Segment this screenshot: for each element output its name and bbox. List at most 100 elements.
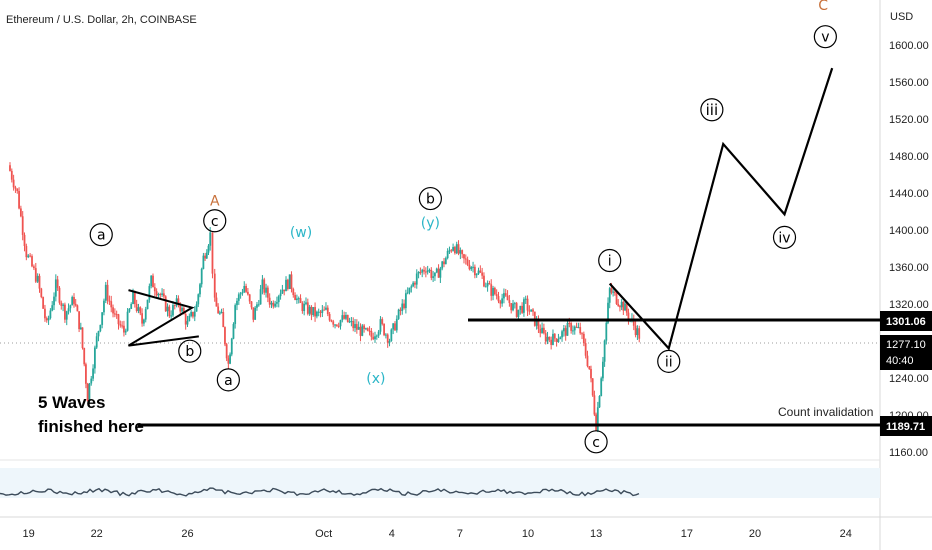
candle-body	[12, 179, 15, 188]
candle-body	[361, 325, 364, 336]
candle-body	[56, 279, 59, 288]
candle-body	[121, 325, 124, 327]
candle-body	[281, 289, 284, 294]
candle-body	[481, 272, 484, 276]
candle-body	[103, 300, 105, 313]
candle-body	[341, 315, 344, 321]
candle-body	[137, 307, 140, 311]
candle-body	[345, 314, 347, 319]
candle-body	[388, 341, 391, 343]
candle-body	[497, 296, 500, 302]
candle-body	[211, 232, 214, 274]
candle-body	[412, 282, 415, 287]
candle-body	[439, 268, 442, 278]
price-tick-label: 1400.00	[889, 225, 929, 237]
candle-body	[404, 293, 407, 309]
candle-body	[197, 294, 200, 305]
candle-body	[254, 307, 257, 320]
wave-label-w: (w)	[290, 225, 312, 241]
candles-group	[9, 162, 641, 433]
candle-body	[65, 311, 68, 320]
candle-body	[325, 307, 327, 310]
time-tick-label: 17	[681, 528, 693, 540]
candle-body	[383, 323, 385, 336]
candle-body	[241, 292, 244, 294]
candle-body	[634, 325, 637, 336]
candle-body	[479, 270, 482, 273]
candle-body	[359, 326, 362, 336]
candle-body	[117, 314, 120, 325]
wave-label-y: (y)	[421, 216, 440, 232]
candle-body	[448, 250, 451, 252]
wave-label-x: (x)	[366, 371, 385, 387]
candle-body	[266, 287, 269, 298]
candle-body	[542, 327, 545, 334]
candle-body	[76, 305, 79, 312]
candle-body	[377, 331, 380, 336]
candle-body	[101, 312, 104, 325]
wave-label-big-A: A	[210, 193, 220, 209]
candle-body	[257, 304, 260, 306]
candle-body	[292, 289, 295, 296]
candle-body	[95, 336, 98, 348]
candle-body	[23, 234, 26, 247]
time-tick-label: 7	[457, 528, 463, 540]
candle-body	[232, 324, 235, 339]
wave-label-i: i	[598, 248, 622, 273]
candle-body	[581, 333, 583, 335]
candle-body	[564, 328, 567, 336]
candle-body	[593, 395, 596, 415]
time-tick-label: 24	[840, 528, 852, 540]
candle-body	[97, 331, 100, 337]
candle-body	[622, 301, 625, 311]
candle-body	[372, 336, 375, 340]
wave-label-big-C: C	[818, 0, 828, 14]
candle-body	[526, 298, 529, 311]
wave-label-b1: b	[178, 339, 202, 363]
candle-body	[332, 321, 335, 325]
candle-body	[613, 291, 616, 293]
candle-body	[572, 330, 574, 332]
candle-body	[71, 297, 74, 306]
candle-body	[104, 284, 107, 301]
candle-body	[330, 320, 333, 322]
candle-body	[229, 354, 231, 364]
candle-body	[414, 282, 416, 285]
candle-body	[290, 274, 293, 290]
candle-body	[81, 327, 84, 349]
candle-body	[220, 312, 223, 314]
candle-body	[141, 313, 143, 324]
candle-body	[29, 255, 32, 257]
candle-body	[181, 307, 183, 312]
candle-body	[135, 303, 138, 311]
candle-body	[159, 293, 162, 295]
candle-body	[619, 306, 621, 308]
candle-body	[38, 275, 41, 289]
wave-label-text: ii	[665, 354, 673, 370]
wave-label-text: A	[210, 193, 220, 209]
time-tick-label: 26	[181, 528, 193, 540]
candle-body	[530, 309, 533, 312]
candle-body	[83, 348, 86, 365]
candle-body	[286, 279, 289, 289]
candle-body	[90, 378, 93, 384]
candle-body	[144, 309, 147, 320]
wave-label-text: C	[818, 0, 828, 14]
candle-body	[155, 291, 158, 296]
candle-body	[173, 305, 176, 307]
candle-body	[582, 333, 585, 344]
price-tag-low: 1189.71	[880, 416, 932, 436]
candle-body	[366, 328, 369, 331]
time-tick-label: 10	[522, 528, 534, 540]
candle-body	[584, 343, 587, 356]
candle-body	[243, 286, 246, 293]
candle-body	[363, 325, 366, 329]
candle-body	[157, 293, 160, 296]
candle-body	[252, 307, 255, 320]
candle-body	[186, 321, 189, 325]
candle-body	[570, 323, 573, 331]
candle-body	[415, 273, 418, 285]
svg-text:1301.06: 1301.06	[886, 316, 926, 328]
